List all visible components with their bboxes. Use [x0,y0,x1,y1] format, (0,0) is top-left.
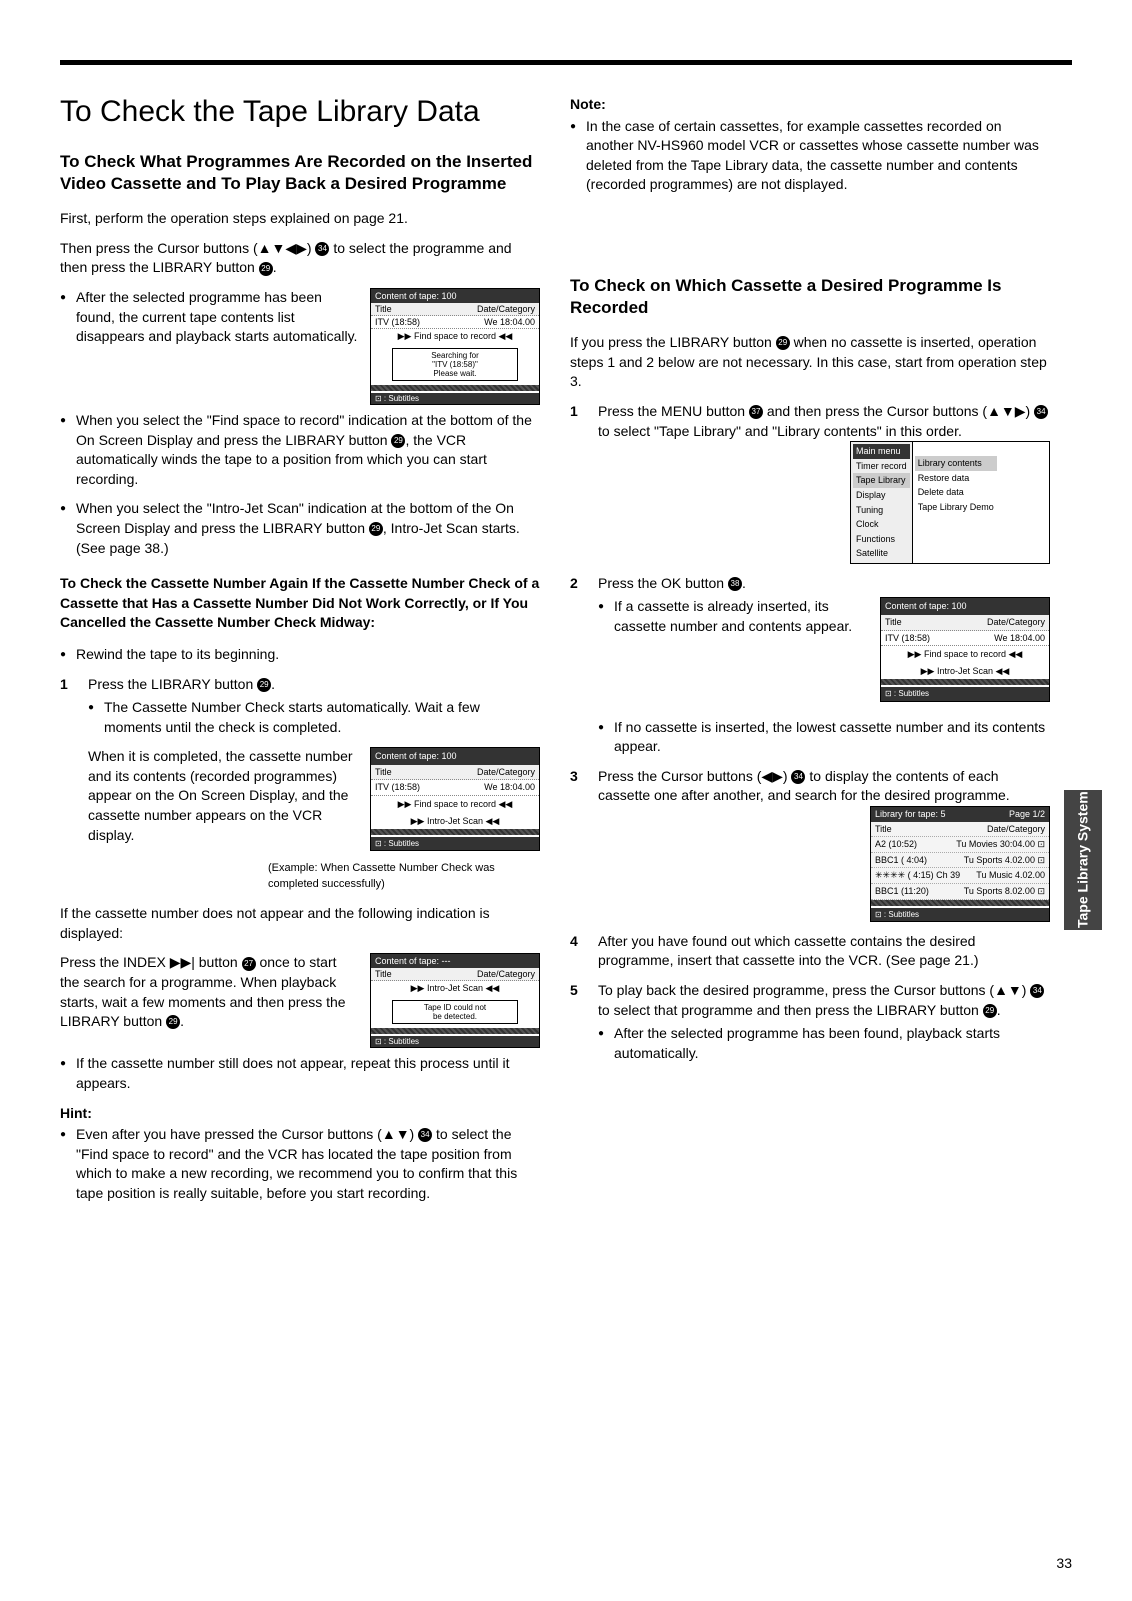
p-index-instruction: Press the INDEX ▶▶| button 27 once to st… [60,953,358,1031]
table-row: A2 (10:52)Tu Movies 30:04.00 ⊡ [871,837,1049,853]
bullet-rewind: Rewind the tape to its beginning. [60,645,540,665]
bullet-playback-found: After the selected programme has been fo… [60,288,358,347]
osd-content-100: Content of tape: 100 TitleDate/Category … [370,747,540,851]
step-1-left: 1 Press the LIBRARY button 29. The Casse… [60,675,540,893]
right-column: Note: In the case of certain cassettes, … [570,95,1050,1214]
intro-p2: Then press the Cursor buttons (▲▼◀▶) 34 … [60,239,540,278]
content-columns: To Check the Tape Library Data To Check … [60,95,1072,1214]
right-step-1: 1 Press the MENU button 37 and then pres… [570,402,1050,564]
table-row: BBC1 ( 4:04)Tu Sports 4.02.00 ⊡ [871,853,1049,869]
p-not-appear: If the cassette number does not appear a… [60,904,540,943]
note-label: Note: [570,95,1050,115]
hint-text: Even after you have pressed the Cursor b… [60,1125,540,1203]
bullet-repeat: If the cassette number still does not ap… [60,1054,540,1093]
right-step-4: 4 After you have found out which cassett… [570,932,1050,971]
right-step-2: 2 Press the OK button 38. If a cassette … [570,574,1050,757]
ref-29-icon: 29 [259,262,273,276]
note-text: In the case of certain cassettes, for ex… [570,117,1050,195]
page-number: 33 [1056,1555,1072,1571]
bullet-find-space: When you select the "Find space to recor… [60,411,540,489]
page-title: To Check the Tape Library Data [60,95,540,129]
right-intro: If you press the LIBRARY button 29 when … [570,333,1050,392]
bullet-intro-jet: When you select the "Intro-Jet Scan" ind… [60,499,540,558]
side-tab: Tape Library System [1064,790,1102,930]
intro-p1: First, perform the operation steps expla… [60,209,540,229]
right-step-5: 5 To play back the desired programme, pr… [570,981,1050,1063]
top-rule [60,60,1072,65]
osd-content-100-right: Content of tape: 100 TitleDate/Category … [880,597,1050,701]
osd-searching: Content of tape: 100 TitleDate/Category … [370,288,540,405]
section-heading-check-programmes: To Check What Programmes Are Recorded on… [60,151,540,195]
step1-when-completed: When it is completed, the cassette numbe… [88,747,358,845]
osd-tape-id-fail: Content of tape: --- TitleDate/Category … [370,953,540,1048]
section-heading-which-cassette: To Check on Which Cassette a Desired Pro… [570,275,1050,319]
bold-recheck-heading: To Check the Cassette Number Again If th… [60,574,540,633]
osd-main-menu: Main menu Timer record Tape Library Disp… [850,441,1050,564]
hint-label: Hint: [60,1104,540,1124]
right-step-3: 3 Press the Cursor buttons (◀▶) 34 to di… [570,767,1050,922]
example-caption: (Example: When Cassette Number Check was… [268,861,540,892]
left-column: To Check the Tape Library Data To Check … [60,95,540,1214]
table-row: BBC1 (11:20)Tu Sports 8.02.00 ⊡ [871,884,1049,900]
osd-library-table: Library for tape: 5Page 1/2 TitleDate/Ca… [870,806,1050,922]
ref-34-icon: 34 [315,242,329,256]
table-row: ✳✳✳✳ ( 4:15) Ch 39Tu Music 4.02.00 [871,868,1049,884]
bullet-osd-row-1: After the selected programme has been fo… [60,288,540,411]
